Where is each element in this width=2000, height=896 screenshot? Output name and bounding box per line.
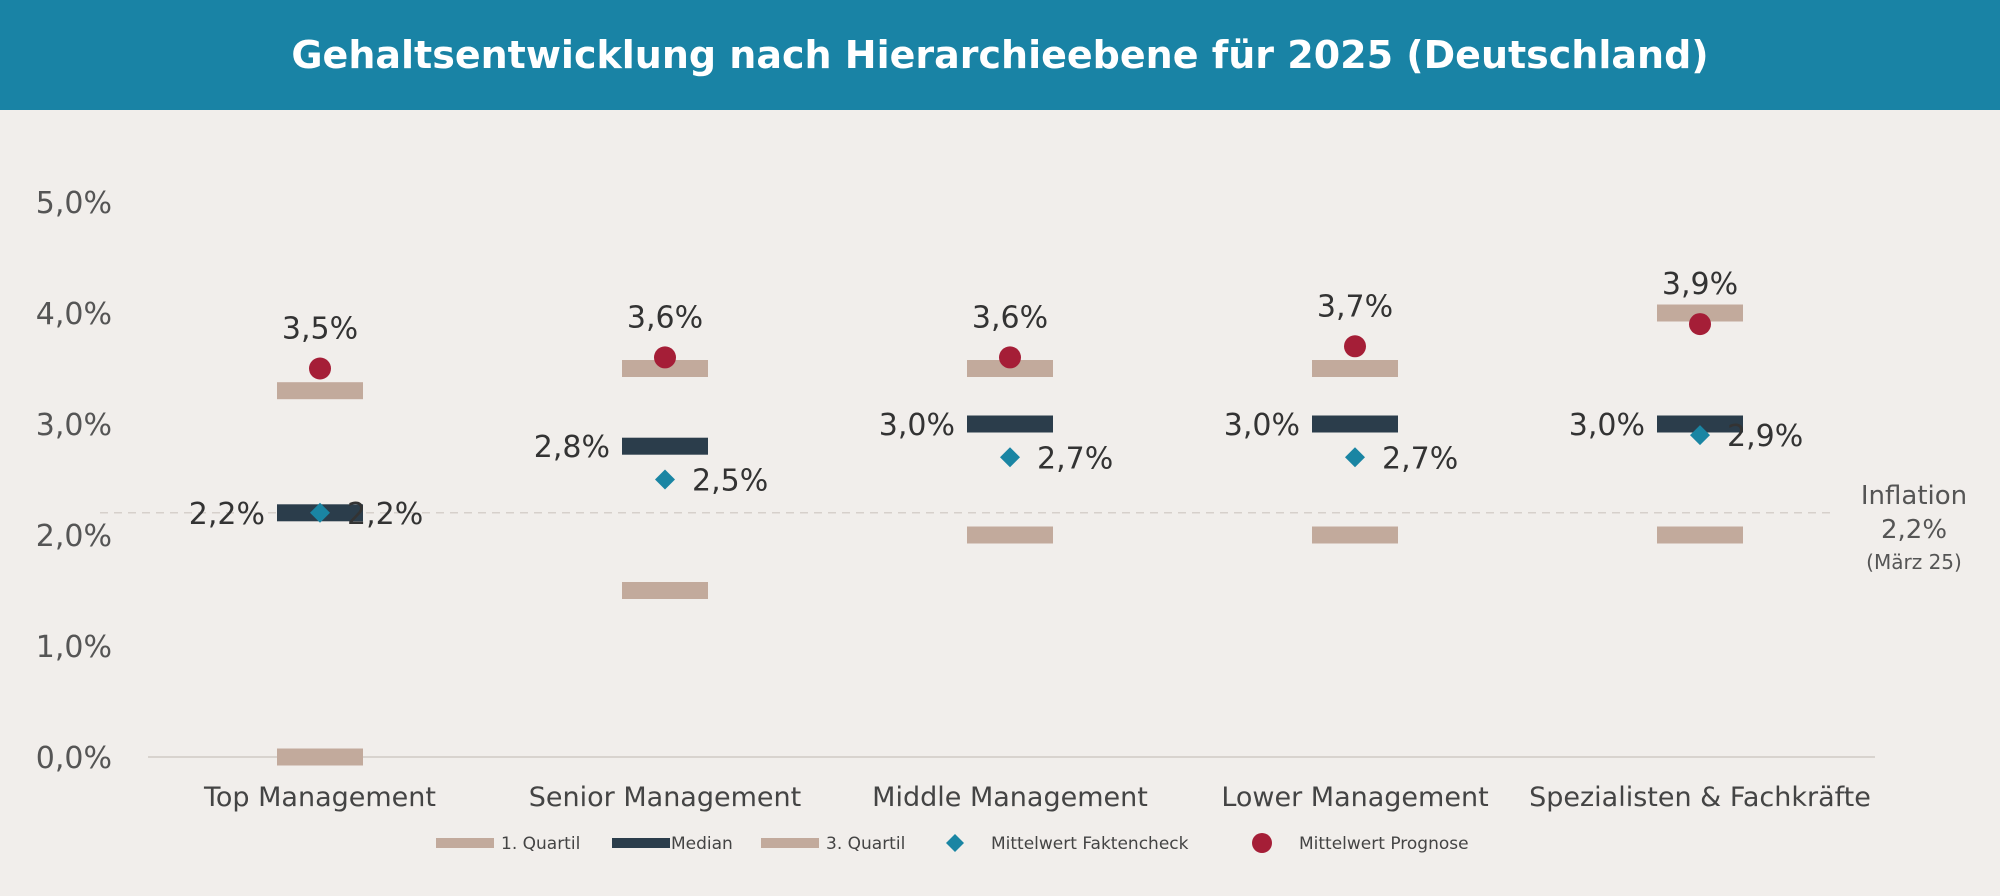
prognose-marker [654, 346, 676, 369]
faktencheck-value-label: 2,9% [1727, 419, 1803, 454]
faktencheck-marker [1345, 447, 1365, 468]
median-bar [1657, 415, 1743, 433]
faktencheck-value-label: 2,2% [347, 497, 423, 532]
legend-swatch-faktencheck [946, 834, 964, 852]
category-label: Lower Management [1221, 782, 1488, 813]
faktencheck-marker [1690, 425, 1710, 446]
quartile-1-bar [1312, 526, 1398, 544]
category-label: Top Management [203, 782, 436, 813]
prognose-value-label: 3,6% [627, 300, 703, 335]
faktencheck-value-label: 2,7% [1382, 441, 1458, 476]
legend-label-prognose: Mittelwert Prognose [1299, 834, 1469, 854]
y-axis-ticks: 0,0% 1,0% 2,0% 3,0% 4,0% 5,0% [36, 186, 112, 776]
quartile-3-bar [967, 360, 1053, 377]
legend-swatch-median [612, 838, 670, 848]
quartile-1-bar [1657, 526, 1743, 544]
faktencheck-marker [310, 502, 330, 523]
quartile-1-bar [277, 748, 363, 766]
quartile-3-bar [277, 382, 363, 400]
legend-swatch-q3 [761, 838, 819, 848]
prognose-marker [309, 357, 331, 380]
inflation-annotation: Inflation 2,2% (März 25) [1861, 481, 1967, 574]
faktencheck-value-label: 2,5% [692, 464, 768, 499]
y-tick-label: 0,0% [36, 741, 112, 776]
chart-marks: 2,2% 2,2% 3,5% 2,8% 2,5% 3,6% 3,0% 2,7% 3,6% 3,0%… [189, 267, 1803, 766]
y-tick-label: 1,0% [36, 630, 112, 665]
chart-title: Gehaltsentwicklung nach Hierarchieebene … [291, 33, 1709, 77]
legend-swatch-prognose [1252, 833, 1272, 853]
legend-label-median: Median [671, 834, 733, 854]
prognose-marker [1689, 313, 1711, 336]
quartile-3-bar [1312, 360, 1398, 377]
category-labels: Top Management Senior Management Middle Ma… [203, 782, 1871, 813]
quartile-1-bar [622, 582, 708, 599]
quartile-1-bar [967, 526, 1053, 544]
y-tick-label: 3,0% [36, 408, 112, 443]
median-bar [1312, 415, 1398, 433]
prognose-value-label: 3,5% [282, 312, 358, 347]
prognose-value-label: 3,6% [972, 300, 1048, 335]
median-bar [622, 437, 708, 455]
legend-label-q1: 1. Quartil [501, 834, 580, 854]
median-value-label: 3,0% [1569, 408, 1645, 443]
category-label: Senior Management [529, 782, 801, 813]
category-label: Spezialisten & Fachkräfte [1529, 782, 1871, 813]
prognose-marker [1344, 335, 1366, 358]
median-value-label: 3,0% [1224, 408, 1300, 443]
y-tick-label: 4,0% [36, 297, 112, 332]
quartile-3-bar [1657, 304, 1743, 322]
legend-label-faktencheck: Mittelwert Faktencheck [991, 834, 1189, 854]
y-tick-label: 5,0% [36, 186, 112, 221]
quartile-3-bar [622, 360, 708, 377]
inflation-note: (März 25) [1866, 550, 1962, 574]
y-tick-label: 2,0% [36, 519, 112, 554]
median-value-label: 2,2% [189, 497, 265, 532]
prognose-value-label: 3,9% [1662, 267, 1738, 302]
legend-label-q3: 3. Quartil [826, 834, 905, 854]
median-value-label: 3,0% [879, 408, 955, 443]
inflation-value: 2,2% [1881, 515, 1947, 545]
prognose-value-label: 3,7% [1317, 289, 1393, 324]
legend: 1. Quartil Median 3. Quartil Mittelwert Fak… [436, 833, 1469, 854]
median-value-label: 2,8% [534, 430, 610, 465]
faktencheck-value-label: 2,7% [1037, 441, 1113, 476]
inflation-label: Inflation [1861, 481, 1967, 511]
faktencheck-marker [1000, 447, 1020, 468]
prognose-marker [999, 346, 1021, 369]
chart-header: Gehaltsentwicklung nach Hierarchieebene … [0, 0, 2000, 110]
faktencheck-marker [655, 469, 675, 490]
legend-swatch-q1 [436, 838, 494, 848]
median-bar [967, 415, 1053, 433]
category-label: Middle Management [872, 782, 1148, 813]
